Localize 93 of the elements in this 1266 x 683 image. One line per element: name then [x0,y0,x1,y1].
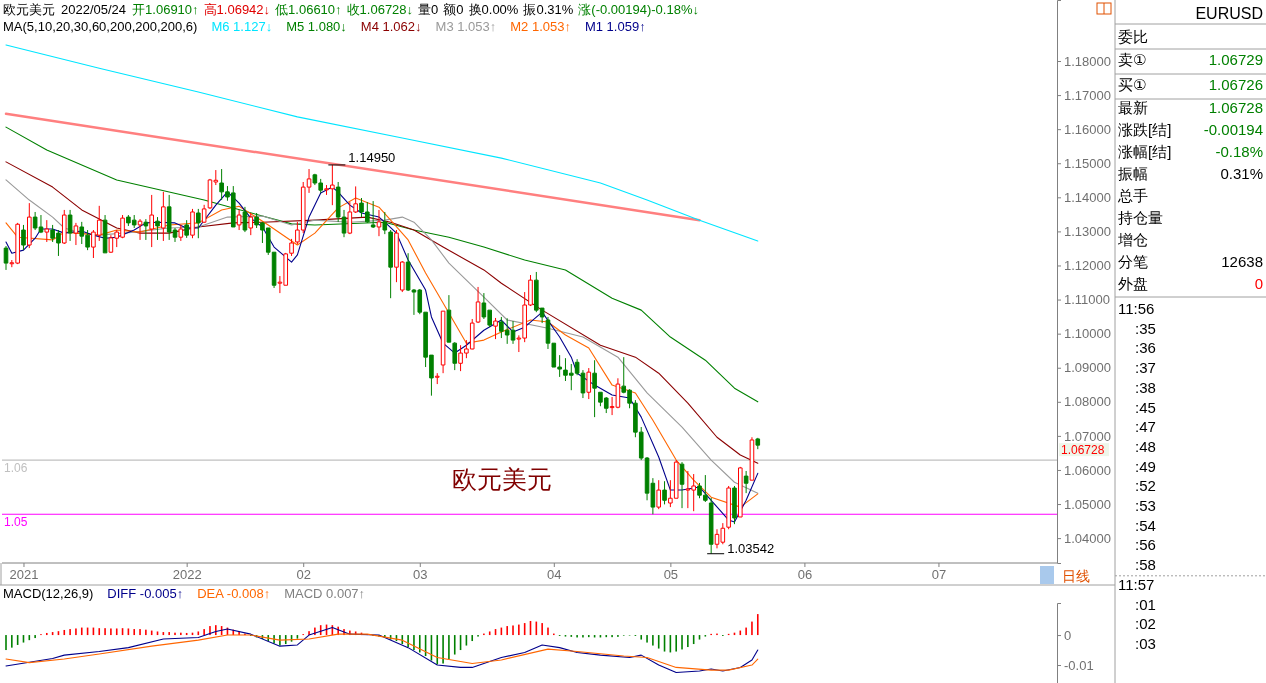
legend-title: MA(5,10,20,30,60,200,200,200,6) [3,19,198,34]
text: :35 [1135,319,1156,337]
y-tick-label: 1.14000 [1064,189,1111,205]
text: 外盘 [1118,275,1148,292]
annotation: 高1.06942↓ [203,2,271,17]
text: :45 [1135,398,1156,416]
text: M2 1.053↑ [510,19,571,34]
text: M4 1.062↓ [360,19,422,34]
text: 日线 [1062,568,1090,584]
text: :03 [1135,634,1156,652]
x-tick-label: 05 [663,567,679,583]
text: M1 1.059↑ [584,19,646,34]
text: 最新 [1118,99,1148,116]
y-tick-label: 1.11000 [1064,292,1111,308]
text: 总手 [1117,187,1148,204]
chart-title: MACD(12,26,9) [3,586,94,601]
text: 0.31% [1220,165,1263,182]
text: -0.00194 [1203,121,1263,138]
text: :47 [1135,418,1156,436]
annotation: 低1.06610↑ [275,2,342,17]
text: 卖① [1118,51,1147,68]
annotation: 涨(-0.00194)-0.18%↓ [578,2,699,17]
text: 分笔 [1118,253,1148,270]
ref-line-label: 1.06 [4,461,28,476]
y-tick-label: 1.16000 [1064,121,1111,137]
y-tick-label: 0 [1064,627,1072,643]
annotation: 开1.06910↑ [132,2,199,17]
text: 12638 [1221,253,1263,270]
text: :37 [1135,359,1156,377]
text: 涨跌[结] [1118,121,1172,138]
text: 买① [1118,76,1147,93]
y-tick-label: 1.12000 [1064,258,1111,274]
x-tick-label: 06 [797,567,813,583]
x-tick-label: 04 [547,567,562,583]
x-tick-label: 02 [296,567,311,583]
x-tick-label: 07 [931,567,947,583]
text: M6 1.127↓ [211,19,273,34]
x-tick-label: 2021 [9,567,39,583]
price-tag: 1.06728 [1059,443,1109,458]
text: 委比 [1118,28,1148,45]
y-tick-label: 1.04000 [1064,530,1111,546]
annotation: 额0 [443,2,464,17]
text: :48 [1135,437,1156,455]
text: :02 [1135,615,1156,633]
y-tick-label: 1.13000 [1064,224,1111,240]
text: :36 [1135,339,1156,357]
y-tick-label: 1.05000 [1064,496,1111,512]
text: M5 1.080↓ [286,19,347,34]
text: :49 [1135,457,1156,475]
text: 涨幅[结] [1118,143,1172,160]
y-tick-label: 1.15000 [1064,155,1111,171]
annotation: 欧元美元 [452,465,552,493]
text: 1.06726 [1208,76,1263,93]
text: EURUSD [1195,5,1263,22]
text: DEA -0.008↑ [197,586,271,601]
text: 0 [1254,275,1263,292]
text: DIFF -0.005↑ [107,586,184,601]
y-tick-label: 1.06000 [1064,462,1111,478]
x-tick-label: 2022 [172,567,202,583]
y-tick-label: 1.10000 [1064,326,1111,342]
annotation: 1.14950 [348,149,396,165]
y-tick-label: 1.07000 [1064,428,1111,444]
chart-subtitle: 2022/05/24 [61,2,127,17]
chart-title: 欧元美元 [3,2,55,17]
text: 增仓 [1117,231,1148,248]
text: 11:57 [1118,575,1155,593]
x-tick-label: 03 [413,567,428,583]
text: MACD 0.007↑ [284,586,366,601]
text: 持仓量 [1118,209,1163,226]
text: 1.06728 [1208,99,1263,116]
text: 1.06729 [1208,51,1263,68]
text: 11:56 [1118,300,1155,317]
text: :52 [1135,477,1156,495]
annotation: 1.03542 [727,540,775,556]
text: :01 [1135,595,1156,613]
text: -0.18% [1215,143,1263,160]
annotation: 振0.31% [523,2,574,17]
annotation: 收1.06728↓ [346,2,414,17]
annotation: 量0 [418,2,439,17]
y-tick-label: 1.18000 [1064,53,1111,69]
y-tick-label: 1.17000 [1064,87,1111,103]
text: 振幅 [1118,165,1148,182]
text: :38 [1135,378,1156,396]
y-tick-label: 1.09000 [1064,360,1111,376]
text: :56 [1135,536,1156,554]
text: :54 [1135,516,1156,534]
annotation: 换0.00% [468,2,519,17]
text: :58 [1135,556,1156,574]
y-tick-label: 1.08000 [1064,394,1111,410]
text: M3 1.053↑ [435,19,497,34]
text: :53 [1135,497,1156,514]
y-tick-label: -0.01 [1064,657,1094,673]
ref-line-label: 1.05 [4,515,28,530]
